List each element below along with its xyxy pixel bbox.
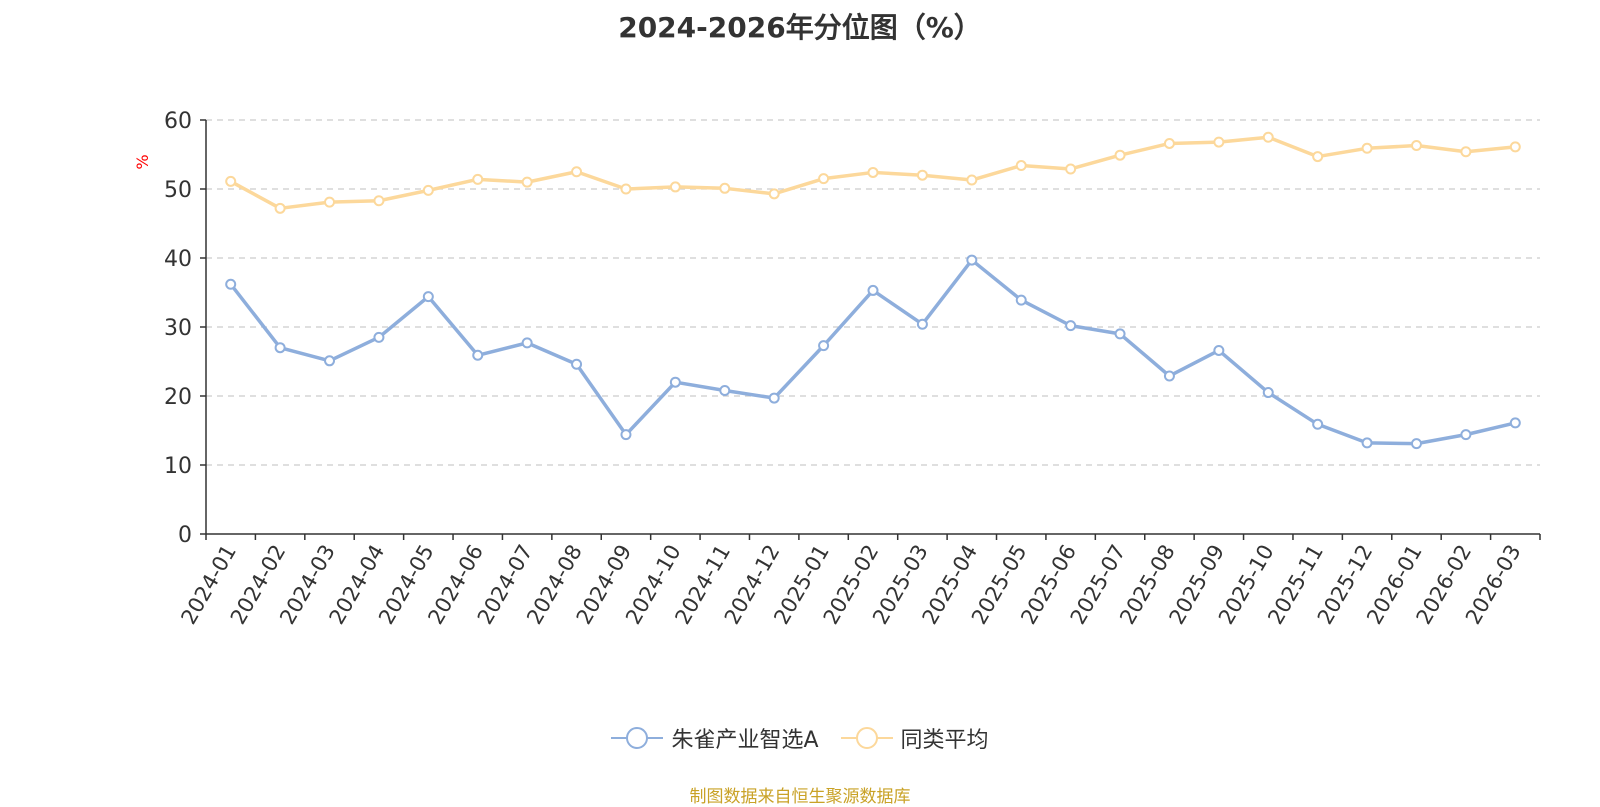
data-point-s1-21[interactable] (1262, 131, 1274, 143)
data-point-s0-26[interactable] (1509, 417, 1521, 429)
data-point-s0-18[interactable] (1114, 328, 1126, 340)
data-point-s1-9[interactable] (669, 181, 681, 193)
data-point-s0-3[interactable] (373, 331, 385, 343)
data-point-s1-23[interactable] (1361, 142, 1373, 154)
data-point-s1-15[interactable] (966, 174, 978, 186)
y-tick-label-0: 0 (178, 523, 192, 548)
data-point-s1-4[interactable] (422, 184, 434, 196)
data-point-s0-13[interactable] (867, 284, 879, 296)
y-tick-label-4: 40 (164, 247, 192, 272)
legend-item-series-0[interactable]: 朱雀产业智选A (611, 722, 819, 754)
data-point-s0-14[interactable] (916, 318, 928, 330)
data-point-s1-25[interactable] (1460, 146, 1472, 158)
y-tick-label-1: 10 (164, 454, 192, 479)
data-point-s0-20[interactable] (1213, 344, 1225, 356)
data-point-s1-1[interactable] (274, 202, 286, 214)
data-point-s0-9[interactable] (669, 376, 681, 388)
data-point-s0-4[interactable] (422, 291, 434, 303)
data-point-s0-2[interactable] (324, 355, 336, 367)
data-point-s1-22[interactable] (1312, 151, 1324, 163)
data-point-s0-8[interactable] (620, 429, 632, 441)
legend-label-series-0: 朱雀产业智选A (671, 728, 819, 753)
data-point-s1-5[interactable] (472, 173, 484, 185)
data-point-s1-18[interactable] (1114, 149, 1126, 161)
data-point-s0-17[interactable] (1065, 320, 1077, 332)
data-point-s0-19[interactable] (1163, 370, 1175, 382)
data-point-s1-12[interactable] (818, 173, 830, 185)
data-point-s1-11[interactable] (768, 188, 780, 200)
y-tick-label-3: 30 (164, 316, 192, 341)
data-point-s1-10[interactable] (719, 182, 731, 194)
data-point-s0-0[interactable] (225, 278, 237, 290)
data-point-s0-22[interactable] (1312, 418, 1324, 430)
data-point-s0-21[interactable] (1262, 387, 1274, 399)
y-tick-label-5: 50 (164, 178, 192, 203)
data-point-s0-23[interactable] (1361, 437, 1373, 449)
y-tick-label-2: 20 (164, 385, 192, 410)
data-point-s1-17[interactable] (1065, 163, 1077, 175)
data-point-s1-3[interactable] (373, 195, 385, 207)
data-point-s0-5[interactable] (472, 349, 484, 361)
data-point-s0-24[interactable] (1410, 438, 1422, 450)
legend-label-series-1: 同类平均 (900, 728, 989, 753)
y-axis-label: % (133, 154, 152, 169)
data-point-s0-16[interactable] (1015, 294, 1027, 306)
data-point-s0-10[interactable] (719, 384, 731, 396)
data-point-s1-24[interactable] (1410, 140, 1422, 152)
data-point-s1-6[interactable] (521, 176, 533, 188)
data-point-s1-26[interactable] (1509, 141, 1521, 153)
data-point-s0-11[interactable] (768, 392, 780, 404)
data-point-s1-19[interactable] (1163, 137, 1175, 149)
legend-marker-icon-series-1 (840, 727, 893, 749)
data-point-s0-15[interactable] (966, 254, 978, 266)
data-point-s0-1[interactable] (274, 342, 286, 354)
data-point-s1-16[interactable] (1015, 160, 1027, 172)
data-point-s1-20[interactable] (1213, 136, 1225, 148)
data-point-s1-0[interactable] (225, 175, 237, 187)
legend-marker-icon-series-0 (611, 727, 664, 749)
legend: 朱雀产业智选A 同类平均 (0, 722, 1600, 754)
source-note: 制图数据来自恒生聚源数据库 (689, 787, 911, 807)
legend-item-series-1[interactable]: 同类平均 (840, 722, 989, 754)
data-point-s1-2[interactable] (324, 196, 336, 208)
data-point-s1-8[interactable] (620, 183, 632, 195)
data-point-s1-7[interactable] (571, 166, 583, 178)
chart-title: 2024-2026年分位图（%） (618, 11, 982, 44)
data-point-s1-14[interactable] (916, 169, 928, 181)
data-point-s0-6[interactable] (521, 337, 533, 349)
data-point-s0-7[interactable] (571, 358, 583, 370)
data-point-s0-25[interactable] (1460, 429, 1472, 441)
y-tick-label-6: 60 (164, 109, 192, 134)
data-point-s1-13[interactable] (867, 166, 879, 178)
data-point-s0-12[interactable] (818, 340, 830, 352)
